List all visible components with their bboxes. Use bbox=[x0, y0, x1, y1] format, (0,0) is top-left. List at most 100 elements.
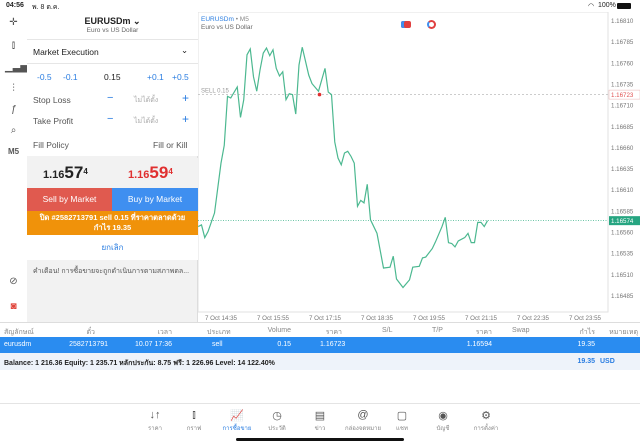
y-tick-label: 1.16535 bbox=[611, 251, 634, 258]
mailbox-icon: @ bbox=[357, 409, 369, 421]
row-time: 10.07 17:36 bbox=[135, 341, 172, 348]
timeframe-button[interactable]: M5 bbox=[7, 147, 20, 156]
function-icon[interactable]: ƒ bbox=[10, 104, 17, 115]
chart-icon: ⫾ bbox=[192, 409, 196, 421]
bid-price-label: 1.16574 bbox=[611, 218, 634, 225]
balance-row: Balance: 1 216.36 Equity: 1 235.71 หลักป… bbox=[0, 353, 640, 370]
row-symbol: eurusdm bbox=[4, 341, 32, 348]
x-tick-label: 7 Oct 18:35 bbox=[361, 315, 394, 322]
crosshair-icon[interactable]: ✛ bbox=[9, 17, 18, 28]
stop-loss-input[interactable]: ไม่ได้ตั้ง bbox=[134, 97, 159, 104]
tab-account[interactable]: ◉ บัญชี bbox=[423, 409, 463, 433]
take-profit-input[interactable]: ไม่ได้ตั้ง bbox=[134, 118, 159, 125]
y-tick-label: 1.16485 bbox=[611, 293, 634, 300]
fill-policy-select[interactable]: Fill or Kill bbox=[153, 140, 188, 150]
col-type[interactable]: ประเภท bbox=[207, 329, 231, 336]
volume-minus-0.1[interactable]: -0.1 bbox=[63, 72, 78, 82]
y-tick-label: 1.16610 bbox=[611, 187, 634, 194]
row-volume: 0.15 bbox=[277, 341, 291, 348]
buy-by-market-button[interactable]: Buy by Market bbox=[112, 188, 198, 211]
tab-chart[interactable]: ⫾ กราฟ bbox=[174, 409, 214, 433]
home-indicator bbox=[236, 438, 404, 441]
cancel-button[interactable]: ยกเลิก bbox=[27, 235, 198, 260]
tab-chat[interactable]: ▢ แชท bbox=[382, 409, 422, 433]
tab-history[interactable]: ◷ ประวัติ bbox=[257, 409, 297, 433]
col-tp[interactable]: T/P bbox=[432, 327, 443, 334]
execution-label: Market Execution bbox=[33, 47, 99, 57]
one-click-trading-icon[interactable] bbox=[401, 21, 411, 28]
y-tick-label: 1.16585 bbox=[611, 208, 634, 215]
news-icon: ▤ bbox=[314, 410, 326, 422]
objects-icon[interactable]: ⌕ bbox=[10, 125, 17, 136]
ask-price: 1.16594 bbox=[128, 163, 173, 182]
candlestick-icon[interactable]: ⫾ bbox=[11, 40, 16, 51]
tab-news[interactable]: ▤ ข่าว bbox=[300, 409, 340, 433]
col-profit[interactable]: กำไร bbox=[579, 329, 595, 336]
stop-loss-plus[interactable]: + bbox=[182, 91, 190, 105]
y-tick-label: 1.16510 bbox=[611, 272, 634, 279]
row-profit: 19.35 bbox=[577, 341, 595, 348]
y-tick-label: 1.16785 bbox=[611, 39, 634, 46]
trade-levels-icon[interactable] bbox=[427, 20, 436, 29]
col-volume[interactable]: Volume bbox=[267, 327, 291, 334]
col-time[interactable]: เวลา bbox=[157, 329, 172, 336]
y-tick-label: 1.16810 bbox=[611, 18, 634, 25]
bid-price: 1.16574 bbox=[43, 163, 88, 182]
x-tick-label: 7 Oct 17:15 bbox=[309, 315, 342, 322]
x-tick-label: 7 Oct 14:35 bbox=[205, 315, 238, 322]
tab-mailbox[interactable]: @ กล่องจดหมาย bbox=[343, 409, 383, 433]
col-comment[interactable]: หมายเหตุ bbox=[609, 329, 638, 336]
tab-label: การซื้อขาย bbox=[222, 426, 252, 432]
indicators-icon[interactable]: ▁▃▅ bbox=[5, 62, 29, 73]
col-ticket[interactable]: ตั๋ว bbox=[86, 329, 95, 336]
close-position-button[interactable]: ปิด #2582713791 sell 0.15 ที่ราคาตลาดด้ว… bbox=[27, 211, 198, 235]
chart-frame bbox=[198, 12, 609, 313]
col-swap[interactable]: Swap bbox=[512, 327, 530, 334]
execution-select[interactable]: Market Execution ⌄ bbox=[27, 40, 198, 64]
history-icon: ◷ bbox=[272, 410, 282, 422]
volume-plus-0.1[interactable]: +0.1 bbox=[147, 72, 164, 82]
tab-label: ประวัติ bbox=[268, 426, 286, 432]
symbol-selector[interactable]: EURUSDm ⌄ bbox=[27, 16, 198, 27]
tab-label: กราฟ bbox=[186, 426, 202, 432]
take-profit-minus[interactable]: − bbox=[107, 113, 114, 125]
volume-input[interactable]: 0.15 bbox=[104, 72, 121, 82]
chart-subtitle: Euro vs US Dollar bbox=[201, 24, 253, 31]
table-row[interactable]: eurusdm 2582713791 10.07 17:36 sell 0.15… bbox=[0, 337, 640, 353]
chart-symbol: EURUSDm • M5 bbox=[201, 16, 249, 23]
price-series-line bbox=[198, 46, 489, 289]
chevron-down-icon: ⌄ bbox=[132, 16, 141, 26]
trade-icon: 📈 bbox=[230, 410, 244, 422]
tab-quotes[interactable]: ↓↑ ราคา bbox=[135, 409, 175, 433]
tab-label: ราคา bbox=[148, 426, 162, 432]
tab-settings[interactable]: ⚙ การตั้งค่า bbox=[466, 409, 506, 433]
battery-level: 100% bbox=[598, 2, 616, 9]
sell-price-tag bbox=[608, 89, 640, 100]
col-sl[interactable]: S/L bbox=[382, 327, 393, 334]
stop-loss-label: Stop Loss bbox=[33, 95, 71, 105]
sell-order-label: SELL 0.15 bbox=[201, 89, 229, 95]
col-price[interactable]: ราคา bbox=[475, 329, 492, 336]
y-tick-label: 1.16710 bbox=[611, 103, 634, 110]
total-profit: 19.35 bbox=[577, 358, 595, 365]
row-type: sell bbox=[212, 341, 223, 348]
status-bar: 04:56 พ. 8 ต.ค. ◠ 100% bbox=[0, 0, 640, 12]
sell-by-market-button[interactable]: Sell by Market bbox=[27, 188, 112, 211]
tab-trade[interactable]: 📈 การซื้อขาย bbox=[217, 409, 257, 433]
chart-area[interactable]: EURUSDm • M5 Euro vs US Dollar 1.16810 1.… bbox=[198, 12, 640, 322]
volume-plus-0.5[interactable]: +0.5 bbox=[172, 72, 189, 82]
app-logo-icon[interactable]: ◙ bbox=[10, 301, 17, 312]
fill-policy-label: Fill Policy bbox=[33, 140, 69, 150]
col-symbol[interactable]: สัญลักษณ์ bbox=[4, 329, 34, 336]
bid-price-tag bbox=[609, 216, 640, 226]
currency: USD bbox=[600, 358, 615, 365]
y-tick-label: 1.16635 bbox=[611, 166, 634, 173]
volume-minus-0.5[interactable]: -0.5 bbox=[37, 72, 52, 82]
take-profit-plus[interactable]: + bbox=[182, 112, 190, 126]
stop-loss-minus[interactable]: − bbox=[107, 92, 114, 104]
take-profit-label: Take Profit bbox=[33, 116, 74, 126]
trade-chart-icon[interactable]: ⊘ bbox=[9, 276, 18, 287]
col-open-price[interactable]: ราคา bbox=[325, 329, 342, 336]
settings-sliders-icon[interactable]: ⫶ bbox=[12, 83, 15, 94]
left-toolbar: ✛ ⫾ ▁▃▅ ⫶ ƒ ⌕ M5 ⊘ ◙ bbox=[0, 12, 29, 322]
